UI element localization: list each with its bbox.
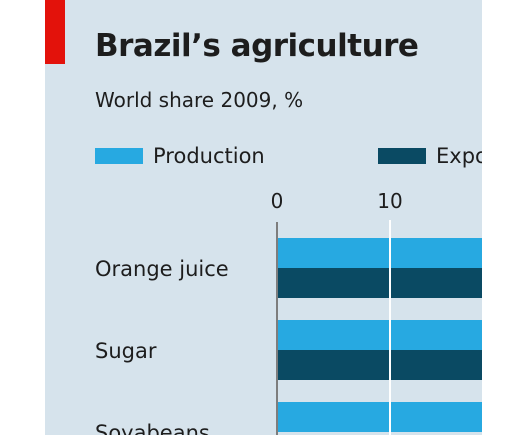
legend-label-production: Production — [153, 144, 265, 168]
accent-bar — [45, 0, 65, 64]
x-tick-label-0: 0 — [271, 189, 284, 213]
chart-subtitle: World share 2009, % — [95, 88, 304, 112]
legend-swatch-exports — [378, 148, 426, 164]
bar-production-1 — [277, 320, 482, 350]
legend-swatch-production — [95, 148, 143, 164]
bar-exports-0 — [277, 268, 482, 298]
category-label-0: Orange juice — [95, 257, 229, 281]
x-tick-label-1: 10 — [377, 189, 402, 213]
chart-title: Brazil’s agriculture — [95, 28, 419, 64]
category-label-2: Soyabeans — [95, 421, 210, 435]
chart-panel: Brazil’s agriculture World share 2009, %… — [45, 0, 482, 435]
legend-label-exports: Expo — [436, 144, 482, 168]
category-label-1: Sugar — [95, 339, 157, 363]
bar-exports-1 — [277, 350, 482, 380]
bar-chart: 0 10 Orange juice Sugar Soyabeans — [95, 189, 482, 435]
bar-production-0 — [277, 238, 482, 268]
bar-production-2 — [277, 402, 482, 432]
